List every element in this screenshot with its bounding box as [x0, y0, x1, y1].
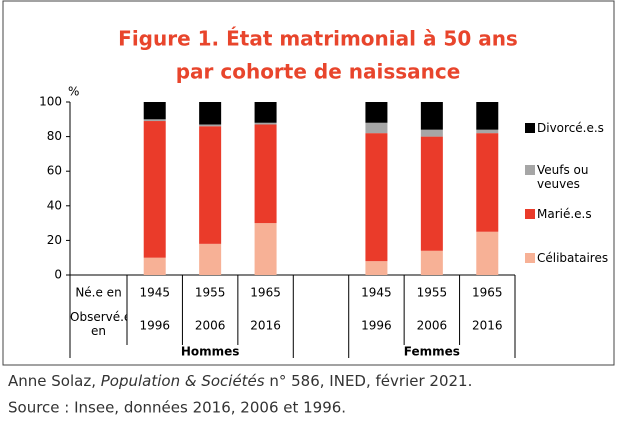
- group-label: Femmes: [404, 345, 460, 359]
- y-tick-label: 100: [39, 95, 62, 109]
- bar-segment: [476, 129, 499, 134]
- row-label: Né.e en: [75, 286, 121, 300]
- legend-swatch: [525, 209, 535, 219]
- x-tick-label: 1996: [361, 319, 392, 333]
- x-tick-label: 1955: [195, 286, 226, 300]
- y-tick-label: 60: [47, 164, 62, 178]
- bar-segment: [420, 250, 443, 275]
- bar-segment: [143, 119, 166, 122]
- bar-segment: [476, 102, 499, 130]
- bar-segment: [143, 121, 166, 258]
- legend-swatch: [525, 165, 535, 175]
- source: Anne Solaz, Population & Sociétés n° 586…: [8, 372, 472, 390]
- x-tick-label: 2006: [417, 319, 448, 333]
- bar-segment: [365, 102, 388, 123]
- row-label-box: Observé.e en: [70, 310, 127, 338]
- bar-segment: [365, 261, 388, 275]
- frame: [2, 0, 615, 366]
- bar-segment: [476, 133, 499, 232]
- legend-swatch: [525, 253, 535, 263]
- x-tick-label: 1965: [472, 286, 503, 300]
- legend-swatch: [525, 123, 535, 133]
- bar-segment: [143, 257, 166, 275]
- legend-label-box: Divorcé.e.s: [537, 121, 604, 135]
- y-tick-label: 80: [47, 129, 62, 143]
- x-tick-label: 1965: [250, 286, 281, 300]
- chart-title: par cohorte de naissance: [176, 60, 461, 84]
- bar-segment: [199, 124, 222, 127]
- source-part: Population & Sociétés: [101, 372, 265, 390]
- bar-segment: [420, 136, 443, 251]
- x-tick-label: 1955: [417, 286, 448, 300]
- bar-segment: [420, 102, 443, 130]
- legend-label-box: Célibataires: [537, 251, 609, 265]
- chart-title: Figure 1. État matrimonial à 50 ans: [118, 27, 518, 51]
- bar-segment: [254, 223, 277, 275]
- x-tick-label: 2016: [472, 319, 503, 333]
- source-part: n° 586, INED, février 2021.: [265, 372, 473, 390]
- source: Source : Insee, données 2016, 2006 et 19…: [8, 399, 346, 417]
- bar-segment: [199, 126, 222, 244]
- bar-segment: [420, 129, 443, 137]
- x-tick-label: 1945: [139, 286, 170, 300]
- x-tick-label: 1945: [361, 286, 392, 300]
- legend-label: Célibataires: [537, 251, 609, 265]
- legend-label-box: Veufs ou veuves: [537, 163, 589, 191]
- legend-label: Marié.e.s: [537, 207, 592, 221]
- bar-segment: [254, 124, 277, 224]
- y-tick-label: 20: [47, 233, 62, 247]
- x-tick-label: 2006: [195, 319, 226, 333]
- legend-label: Divorcé.e.s: [537, 121, 604, 135]
- source-part: Anne Solaz,: [8, 372, 101, 390]
- group-label: Hommes: [181, 345, 240, 359]
- bar-segment: [365, 122, 388, 134]
- y-unit: %: [68, 85, 79, 99]
- row-label: Observé.e en: [70, 310, 127, 338]
- y-tick-label: 0: [54, 268, 62, 282]
- bar-segment: [476, 231, 499, 275]
- legend-label-box: Marié.e.s: [537, 207, 592, 221]
- x-tick-label: 1996: [139, 319, 170, 333]
- x-tick-label: 2016: [250, 319, 281, 333]
- y-tick-label: 40: [47, 198, 62, 212]
- bar-segment: [254, 102, 277, 123]
- legend-label: Veufs ou veuves: [537, 163, 589, 191]
- bar-segment: [365, 133, 388, 262]
- bar-segment: [199, 243, 222, 275]
- bar-segment: [254, 122, 277, 125]
- bar-segment: [143, 102, 166, 120]
- bar-segment: [199, 102, 222, 125]
